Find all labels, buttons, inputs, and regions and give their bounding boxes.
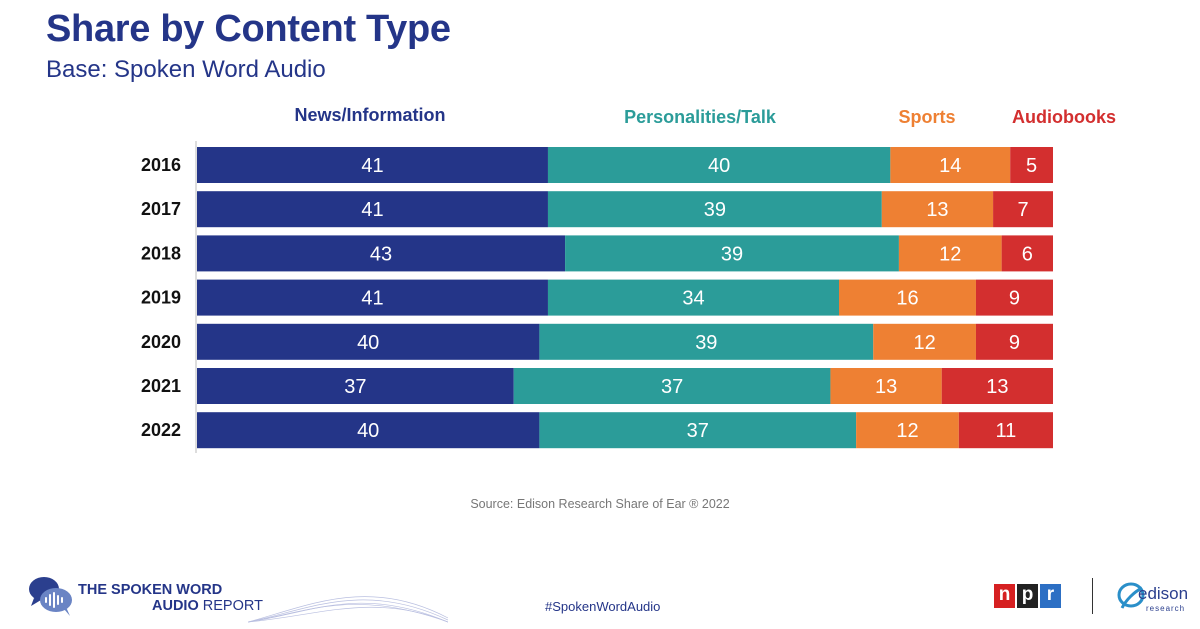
- bar-2021-sports: [830, 368, 942, 404]
- value-label-2019-0: 41: [361, 288, 383, 310]
- value-label-2018-2: 12: [939, 243, 961, 265]
- bar-2017-audiobooks: [993, 191, 1053, 228]
- value-label-2021-2: 13: [875, 376, 897, 398]
- source-note: Source: Edison Research Share of Ear ® 2…: [470, 497, 730, 511]
- value-label-2020-3: 9: [1009, 332, 1020, 354]
- value-label-2019-2: 16: [896, 288, 918, 310]
- bar-2020-news-information: [197, 323, 540, 360]
- bar-2018-sports: [898, 235, 1002, 272]
- bar-2019-sports: [839, 279, 976, 316]
- npr-letter-n: n: [994, 584, 1015, 608]
- bar-2017-personalities-talk: [547, 191, 882, 228]
- bar-2020-personalities-talk: [539, 323, 874, 360]
- value-label-2018-1: 39: [721, 243, 743, 265]
- npr-letter-p: p: [1017, 584, 1038, 608]
- value-label-2016-1: 40: [708, 155, 730, 177]
- bar-2018-personalities-talk: [565, 235, 899, 272]
- bar-2020-audiobooks: [975, 323, 1053, 360]
- edison-sublabel: research: [1146, 604, 1186, 613]
- value-label-2017-1: 39: [704, 199, 726, 221]
- bar-2022-news-information: [197, 412, 540, 449]
- value-label-2020-2: 12: [913, 332, 935, 354]
- value-label-2017-2: 13: [926, 199, 948, 221]
- value-label-2022-1: 37: [687, 420, 709, 442]
- value-label-2017-3: 7: [1017, 199, 1028, 221]
- value-label-2018-0: 43: [370, 243, 392, 265]
- bars: 2016 41 40 14 5 2017 41 39 13 7 2018 43 39 12 6 2019 41 3…: [141, 147, 1053, 449]
- value-label-2020-0: 40: [357, 332, 379, 354]
- value-label-2016-2: 14: [939, 155, 961, 177]
- value-label-2021-3: 13: [986, 376, 1008, 398]
- bar-2016-sports: [890, 147, 1011, 183]
- year-label-2019: 2019: [141, 288, 181, 308]
- hashtag: #SpokenWordAudio: [545, 599, 661, 614]
- chart-title: Share by Content Type: [46, 8, 451, 50]
- legend-news-information: News/Information: [294, 105, 445, 125]
- legend-personalities-talk: Personalities/Talk: [624, 107, 777, 127]
- brand-line-2-bold: AUDIO: [152, 598, 199, 614]
- value-label-2017-0: 41: [361, 199, 383, 221]
- value-label-2021-0: 37: [344, 376, 366, 398]
- bar-2021-audiobooks: [941, 368, 1053, 404]
- value-label-2022-2: 12: [896, 420, 918, 442]
- brand-line-1: THE SPOKEN WORD: [78, 582, 223, 598]
- brand-line-2-regular: REPORT: [198, 598, 263, 614]
- legend: News/Information Personalities/Talk Sports…: [294, 105, 1116, 127]
- bar-2016-personalities-talk: [547, 147, 891, 183]
- brand-text: THE SPOKEN WORD AUDIO REPORT: [78, 582, 263, 614]
- bar-2022-personalities-talk: [539, 412, 857, 449]
- bar-2019-audiobooks: [975, 279, 1053, 316]
- legend-audiobooks: Audiobooks: [1012, 107, 1116, 127]
- value-label-2022-3: 11: [996, 420, 1017, 442]
- legend-sports: Sports: [898, 107, 955, 127]
- logo-divider: [1092, 578, 1093, 614]
- bar-2021-news-information: [197, 368, 514, 404]
- year-label-2020: 2020: [141, 332, 181, 352]
- value-label-2019-3: 9: [1009, 288, 1020, 310]
- bar-2021-personalities-talk: [513, 368, 831, 404]
- value-label-2016-3: 5: [1026, 155, 1037, 177]
- bar-2020-sports: [873, 323, 976, 360]
- year-label-2017: 2017: [141, 199, 181, 219]
- value-label-2018-3: 6: [1022, 243, 1033, 265]
- bar-2019-personalities-talk: [547, 279, 839, 316]
- value-label-2016-0: 41: [361, 155, 383, 177]
- edison-label: edison: [1138, 584, 1189, 603]
- chart-subtitle: Base: Spoken Word Audio: [46, 56, 326, 83]
- bar-2017-news-information: [197, 191, 548, 228]
- value-label-2020-1: 39: [695, 332, 717, 354]
- year-label-2016: 2016: [141, 155, 181, 175]
- wave-decoration: [248, 596, 448, 623]
- value-label-2022-0: 40: [357, 420, 379, 442]
- year-label-2018: 2018: [141, 243, 181, 263]
- bar-2022-sports: [856, 412, 959, 449]
- value-label-2019-1: 34: [682, 288, 704, 310]
- year-label-2022: 2022: [141, 420, 181, 440]
- speech-bubble-icon: [29, 577, 72, 616]
- bar-2018-audiobooks: [1001, 235, 1053, 272]
- npr-letter-r: r: [1040, 584, 1061, 608]
- bar-2022-audiobooks: [958, 412, 1053, 449]
- year-label-2021: 2021: [141, 376, 181, 396]
- edison-research-logo: edison research: [1116, 578, 1188, 618]
- npr-logo: n p r: [994, 584, 1061, 608]
- bar-2016-audiobooks: [1010, 147, 1053, 183]
- value-label-2021-1: 37: [661, 376, 683, 398]
- bar-2018-news-information: [197, 235, 566, 272]
- bar-2017-sports: [881, 191, 994, 228]
- spoken-word-report-logo: THE SPOKEN WORD AUDIO REPORT: [28, 574, 448, 624]
- edison-swirl-icon: [1117, 582, 1145, 609]
- bar-2016-news-information: [197, 147, 548, 183]
- stacked-bar-chart: News/Information Personalities/Talk Sports…: [141, 105, 1116, 453]
- bar-2019-news-information: [197, 279, 548, 316]
